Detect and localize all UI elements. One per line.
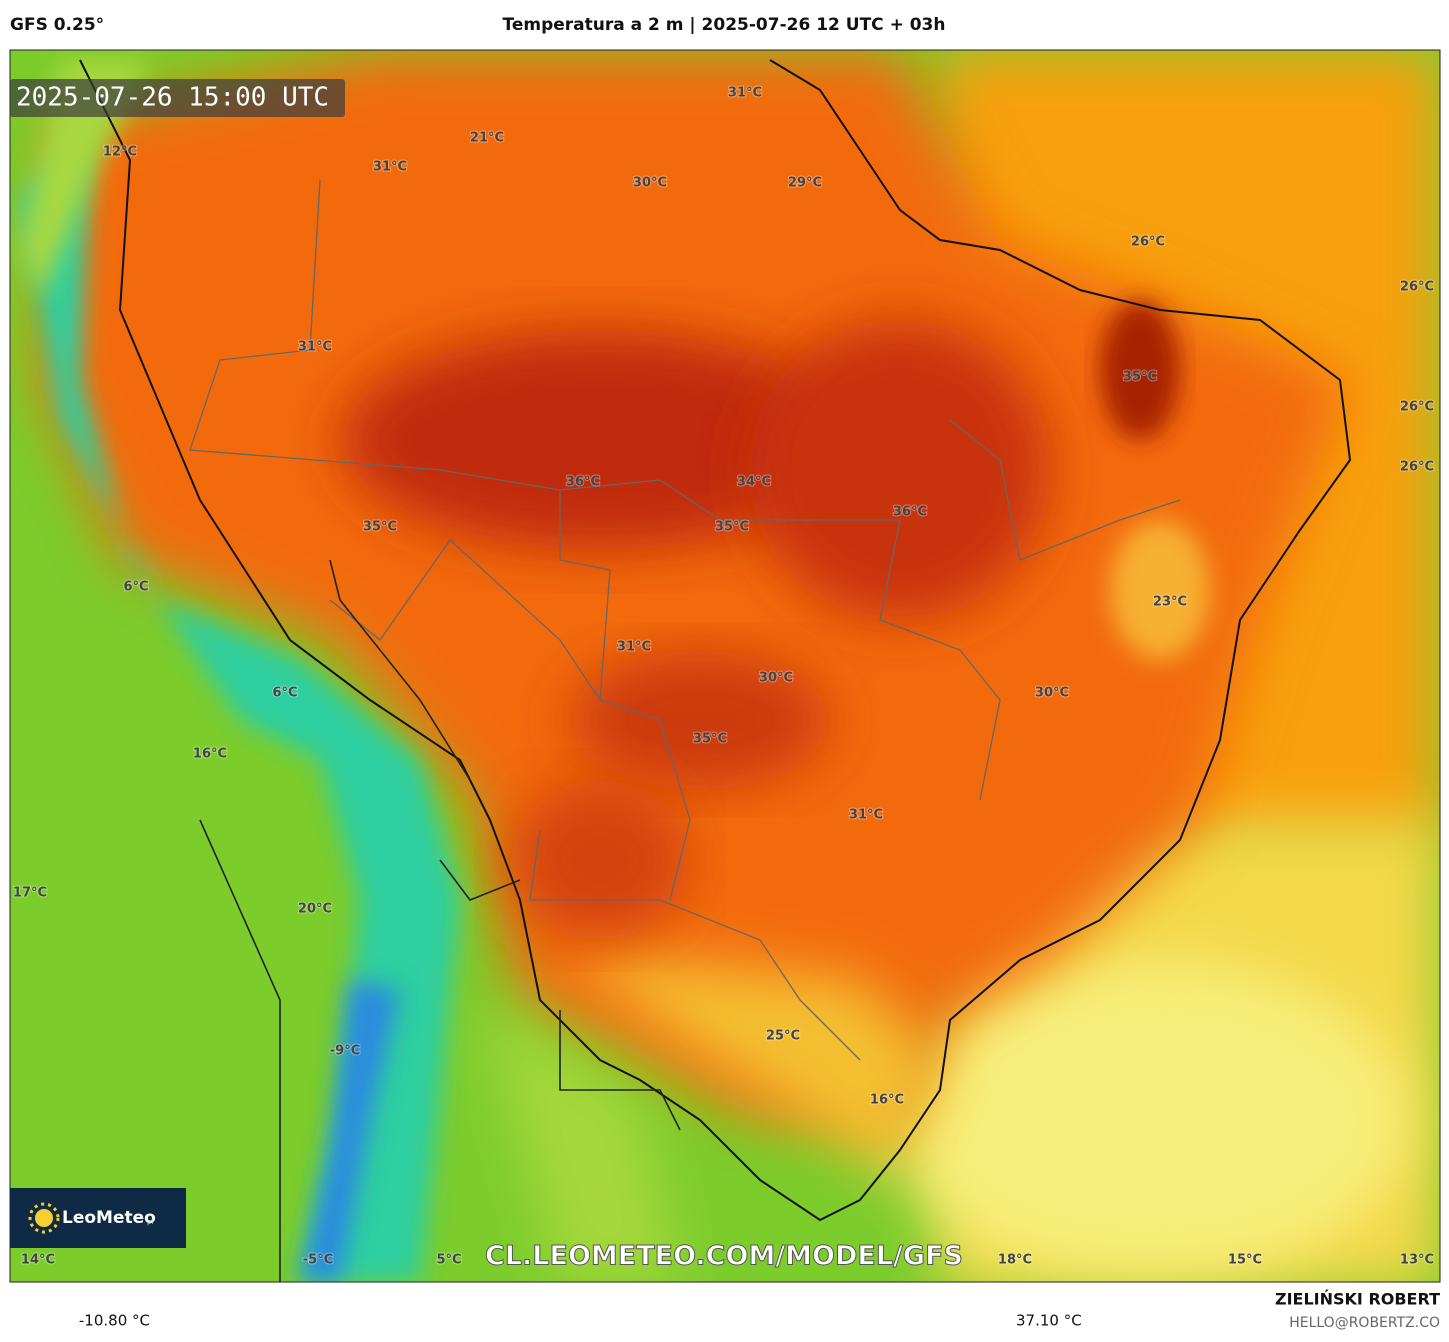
logo-rays — [28, 1202, 60, 1234]
temperature-label: 30°C — [1035, 686, 1069, 701]
temperature-label: 35°C — [715, 520, 749, 535]
temperature-label: 31°C — [849, 808, 883, 823]
temperature-label: 14°C — [21, 1253, 55, 1268]
logo: LeoMeteo pl — [10, 1188, 186, 1248]
temperature-label: 34°C — [737, 475, 771, 490]
logo-name: LeoMeteo — [62, 1208, 156, 1228]
logo-sun — [35, 1209, 53, 1227]
author: ZIELIŃSKI ROBERT — [1275, 1290, 1440, 1309]
temperature-label: 6°C — [123, 580, 148, 595]
temperature-label: 26°C — [1131, 235, 1165, 250]
temperature-label: 36°C — [566, 475, 600, 490]
map-frame — [9, 49, 1441, 1283]
temperature-label: 35°C — [1123, 370, 1157, 385]
colorbar-max: 37.10 °C — [1016, 1312, 1082, 1330]
temperature-label: 5°C — [436, 1253, 461, 1268]
temperature-label: 36°C — [893, 505, 927, 520]
timestamp-box — [10, 79, 345, 117]
temperature-label: 12°C — [103, 145, 137, 160]
temperature-label: 20°C — [298, 902, 332, 917]
temperature-label: 29°C — [788, 176, 822, 191]
temperature-label: 35°C — [693, 732, 727, 747]
temperature-label: 31°C — [373, 160, 407, 175]
temperature-label: 31°C — [298, 340, 332, 355]
temperature-label: 30°C — [633, 176, 667, 191]
temperature-label: 18°C — [998, 1253, 1032, 1268]
temperature-label: 15°C — [1228, 1253, 1262, 1268]
logo-suffix: pl — [147, 1218, 153, 1226]
watermark: CL.LEOMETEO.COM/MODEL/GFS — [485, 1241, 963, 1272]
temperature-label: 25°C — [766, 1029, 800, 1044]
map-title: Temperatura a 2 m | 2025-07-26 12 UTC + … — [503, 15, 946, 35]
temperature-label: 16°C — [870, 1093, 904, 1108]
colorbar-min: -10.80 °C — [79, 1312, 150, 1330]
temperature-label: 13°C — [1400, 1253, 1434, 1268]
temperature-label: 16°C — [193, 747, 227, 762]
temperature-label: 30°C — [759, 671, 793, 686]
map: 12°C 31°C 21°C 31°C 30°C 29°C 26°C 26°C 31°C 35°C… — [10, 50, 1440, 1282]
temperature-label: 35°C — [363, 520, 397, 535]
map-labels: 12°C 31°C 21°C 31°C 30°C 29°C 26°C 26°C 31°C 35°C… — [12, 85, 1435, 1269]
temperature-label: 6°C — [272, 686, 297, 701]
temperature-label: 26°C — [1400, 280, 1434, 295]
temperature-label: 23°C — [1153, 595, 1187, 610]
temperature-label: 26°C — [1400, 400, 1434, 415]
timestamp: 2025-07-26 15:00 UTC — [16, 83, 329, 113]
model-name: GFS 0.25° — [10, 15, 104, 35]
temperature-label: 26°C — [1400, 460, 1434, 475]
temperature-label: 17°C — [13, 886, 47, 901]
temperature-label: -5°C — [303, 1253, 333, 1268]
email: HELLO@ROBERTZ.CO — [1289, 1315, 1440, 1331]
temperature-label: 21°C — [470, 131, 504, 146]
temperature-label: -9°C — [330, 1044, 360, 1059]
temperature-label: 31°C — [728, 86, 762, 101]
temperature-label: 31°C — [617, 640, 651, 655]
